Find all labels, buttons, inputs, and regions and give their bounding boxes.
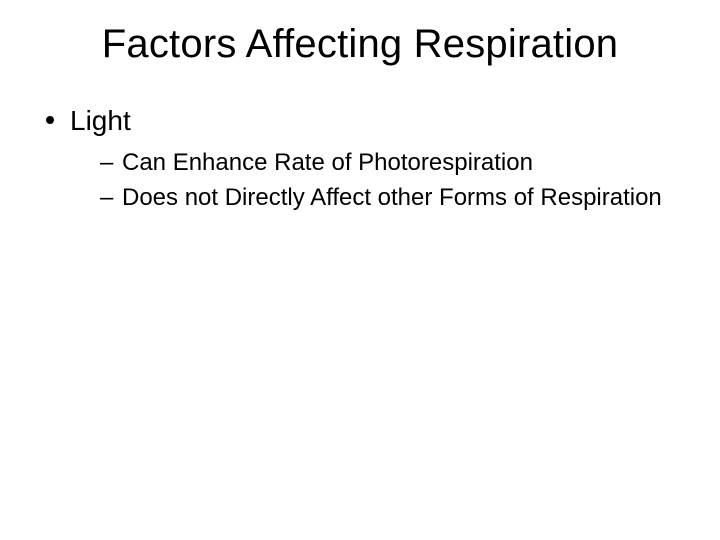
subbullet-text: Can Enhance Rate of Photorespiration bbox=[122, 149, 533, 176]
bullet-list-level2: Can Enhance Rate of Photorespiration Doe… bbox=[70, 148, 684, 213]
slide: Factors Affecting Respiration Light Can … bbox=[0, 0, 720, 540]
bullet-label: Light bbox=[70, 105, 131, 136]
subbullet-item: Can Enhance Rate of Photorespiration bbox=[100, 148, 684, 179]
slide-title: Factors Affecting Respiration bbox=[36, 22, 684, 67]
subbullet-text: Does not Directly Affect other Forms of … bbox=[122, 184, 662, 211]
subbullet-item: Does not Directly Affect other Forms of … bbox=[100, 183, 684, 214]
bullet-item-light: Light Can Enhance Rate of Photorespirati… bbox=[42, 103, 684, 213]
bullet-list-level1: Light Can Enhance Rate of Photorespirati… bbox=[36, 103, 684, 213]
